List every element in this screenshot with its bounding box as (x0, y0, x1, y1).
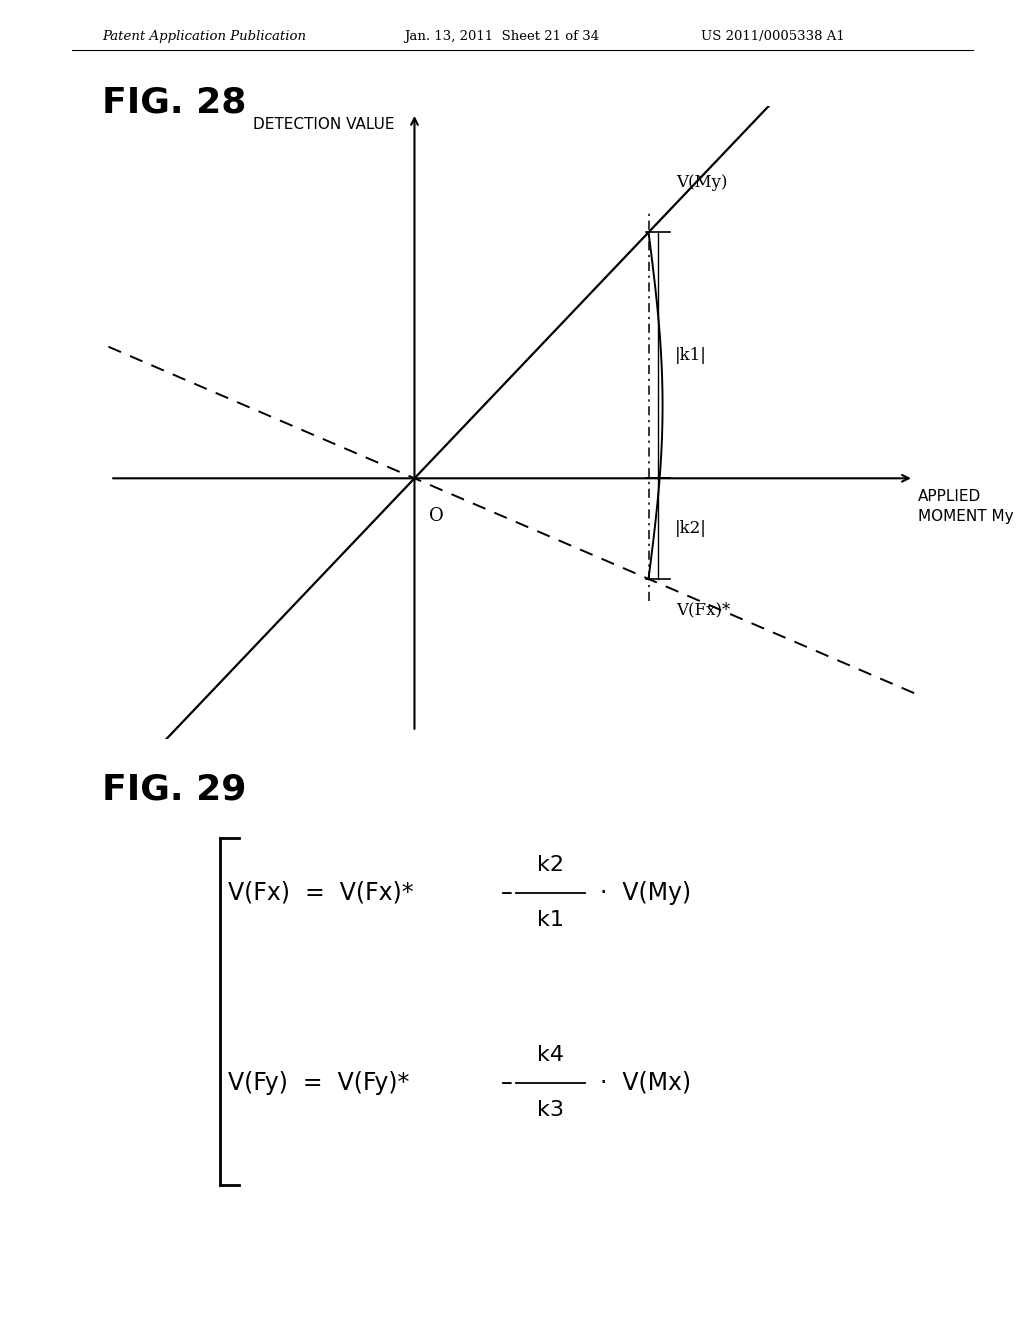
Text: APPLIED
MOMENT My: APPLIED MOMENT My (918, 490, 1014, 524)
Text: V(My): V(My) (676, 174, 727, 191)
Text: ·  V(My): · V(My) (600, 880, 691, 904)
Text: DETECTION VALUE: DETECTION VALUE (254, 116, 395, 132)
Text: |k2|: |k2| (675, 520, 707, 537)
Text: FIG. 28: FIG. 28 (102, 86, 247, 120)
Text: k3: k3 (537, 1101, 564, 1121)
Text: k1: k1 (537, 911, 564, 931)
Text: Patent Application Publication: Patent Application Publication (102, 30, 306, 44)
Text: ·  V(Mx): · V(Mx) (600, 1071, 691, 1094)
Text: V(Fy)  =  V(Fy)*: V(Fy) = V(Fy)* (227, 1071, 410, 1094)
Text: |k1|: |k1| (675, 347, 707, 364)
Text: O: O (428, 507, 443, 524)
Text: k2: k2 (537, 855, 564, 875)
Text: V(Fx)*: V(Fx)* (676, 602, 730, 618)
Text: Jan. 13, 2011  Sheet 21 of 34: Jan. 13, 2011 Sheet 21 of 34 (404, 30, 600, 44)
Text: –: – (501, 1071, 512, 1094)
Text: US 2011/0005338 A1: US 2011/0005338 A1 (701, 30, 845, 44)
Text: FIG. 29: FIG. 29 (102, 772, 247, 807)
Text: k4: k4 (537, 1045, 564, 1065)
Text: –: – (501, 880, 512, 904)
Text: V(Fx)  =  V(Fx)*: V(Fx) = V(Fx)* (227, 880, 414, 904)
